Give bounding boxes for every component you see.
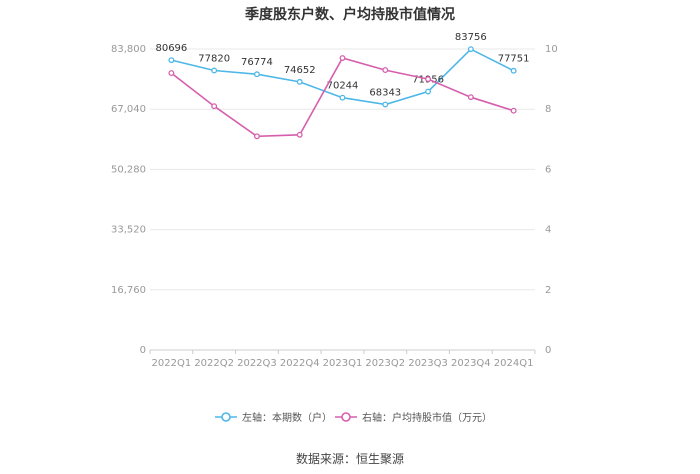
- x-tick-label: 2023Q4: [451, 358, 491, 369]
- data-source-note: 数据来源：恒生聚源: [295, 452, 404, 466]
- legend-marker: [221, 412, 231, 422]
- data-point-right: [296, 131, 303, 138]
- data-point-right: [510, 107, 517, 114]
- data-point-left: [510, 67, 517, 74]
- data-point-right: [211, 103, 218, 110]
- y-right-tick-label: 10: [545, 44, 558, 55]
- data-point-left: [339, 94, 346, 101]
- y-left-tick-label: 50,280: [111, 164, 146, 175]
- data-point-left: [425, 88, 432, 95]
- data-label: 80696: [155, 43, 187, 54]
- x-tick-label: 2022Q2: [194, 358, 234, 369]
- legend-label: 左轴：本期数（户）: [242, 411, 332, 424]
- y-right-tick-label: 4: [545, 225, 551, 236]
- data-point-left: [382, 101, 389, 108]
- legend-label: 右轴：户均持股市值（万元）: [362, 411, 492, 424]
- y-left-tick-label: 16,760: [111, 285, 146, 296]
- x-tick-label: 2022Q4: [280, 358, 320, 369]
- x-tick-label: 2023Q1: [323, 358, 363, 369]
- data-label: 83756: [455, 32, 487, 43]
- data-label: 77820: [198, 53, 230, 64]
- x-tick-label: 2022Q1: [152, 358, 192, 369]
- y-right-tick-label: 6: [545, 164, 551, 175]
- data-label: 74652: [284, 65, 316, 76]
- data-point-left: [211, 67, 218, 74]
- data-point-left: [168, 57, 175, 64]
- data-label: 76774: [241, 57, 273, 68]
- data-point-right: [168, 70, 175, 77]
- y-left-tick-label: 0: [140, 345, 146, 356]
- data-label: 77751: [498, 54, 530, 65]
- x-tick-label: 2022Q3: [237, 358, 277, 369]
- data-point-right: [382, 67, 389, 74]
- y-left-tick-label: 67,040: [111, 104, 146, 115]
- y-right-tick-label: 0: [545, 345, 551, 356]
- x-tick-label: 2023Q3: [408, 358, 448, 369]
- data-point-left: [467, 46, 474, 53]
- data-point-right: [425, 76, 432, 83]
- chart-title: 季度股东户数、户均持股市值情况: [245, 7, 455, 23]
- y-left-tick-label: 33,520: [111, 225, 146, 236]
- data-point-left: [296, 78, 303, 85]
- data-point-right: [253, 133, 260, 140]
- legend-marker: [341, 412, 351, 422]
- data-point-left: [253, 71, 260, 78]
- y-right-tick-label: 8: [545, 104, 551, 115]
- data-label: 70244: [327, 81, 359, 92]
- y-left-tick-label: 83,800: [111, 44, 146, 55]
- x-tick-label: 2024Q1: [494, 358, 534, 369]
- x-tick-label: 2023Q2: [365, 358, 405, 369]
- data-point-right: [339, 55, 346, 61]
- data-label: 68343: [369, 88, 401, 99]
- y-right-tick-label: 2: [545, 285, 551, 296]
- data-point-right: [467, 94, 474, 101]
